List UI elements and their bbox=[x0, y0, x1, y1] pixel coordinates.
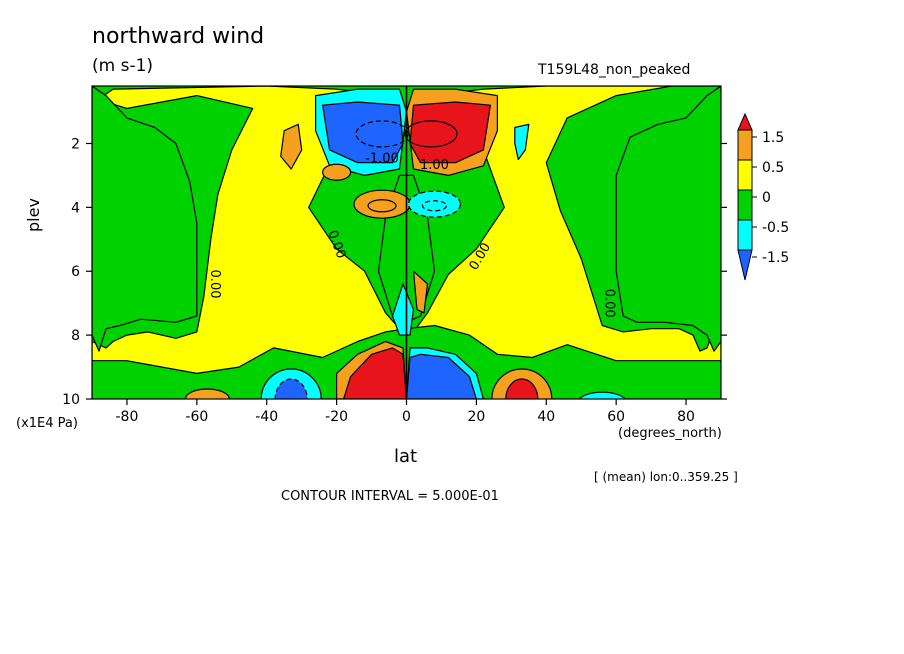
region-green-right bbox=[615, 86, 721, 352]
x-axis-label: lat bbox=[394, 446, 418, 467]
contour-upper-north-inner bbox=[404, 120, 458, 148]
chart-units: (m s-1) bbox=[92, 56, 154, 76]
cell-upper-south-blue bbox=[322, 101, 404, 164]
colorbar-top-arrow bbox=[737, 112, 753, 131]
contour-upper-south-inner bbox=[355, 120, 409, 148]
y-tick-label: 8 bbox=[71, 328, 80, 344]
x-tick-label: 0 bbox=[402, 409, 411, 425]
contour-overlay bbox=[355, 86, 458, 399]
mean-subtitle: [ (mean) lon:0..359.25 ] bbox=[594, 470, 738, 484]
x-tick-label: 40 bbox=[537, 409, 555, 425]
x-tick-label: -20 bbox=[325, 409, 348, 425]
x-axis-unit: (degrees_north) bbox=[618, 426, 722, 441]
cell-lower-center-orange bbox=[412, 270, 429, 314]
cell-upper-sh-side bbox=[280, 123, 303, 170]
colorbar-label: -1.5 bbox=[762, 250, 789, 266]
contour-mid-south bbox=[367, 199, 397, 213]
colorbar-segment bbox=[737, 189, 753, 221]
colorbar-label: 0.5 bbox=[762, 160, 784, 176]
colorbar-segment bbox=[737, 129, 753, 161]
region-green-left bbox=[92, 86, 198, 352]
cell-lower-north-blue bbox=[405, 353, 477, 399]
y-axis-unit: (x1E4 Pa) bbox=[16, 416, 78, 431]
cell-nh-subtrop-red bbox=[505, 378, 539, 399]
chart-title: northward wind bbox=[92, 24, 265, 49]
colorbar-label: -0.5 bbox=[762, 220, 789, 236]
x-tick-label: -80 bbox=[116, 409, 139, 425]
y-tick-label: 4 bbox=[71, 200, 80, 216]
contour-label: 1.00 bbox=[420, 158, 449, 173]
colorbar-label: 0 bbox=[762, 190, 771, 206]
x-tick-label: -60 bbox=[185, 409, 208, 425]
contour-mid-north bbox=[421, 200, 448, 212]
colorbar-label: 1.5 bbox=[762, 130, 784, 146]
cell-upper-north-red bbox=[409, 101, 491, 164]
contour-label: 0.00 bbox=[602, 289, 617, 318]
y-tick-label: 6 bbox=[71, 264, 80, 280]
contour-interval: CONTOUR INTERVAL = 5.000E-01 bbox=[281, 489, 499, 504]
cell-sh-mid-orange bbox=[184, 388, 230, 399]
region-yellow bbox=[92, 86, 721, 399]
cell-mid-south-side bbox=[322, 163, 352, 181]
colorbar-segment bbox=[737, 219, 753, 251]
x-tick-label: 20 bbox=[467, 409, 485, 425]
x-axis: -80 -60 -40 -20 0 20 40 60 80 bbox=[116, 399, 695, 425]
cell-sh-subtrop-blue bbox=[274, 378, 308, 399]
cell-lower-center-cyan bbox=[391, 283, 415, 336]
cell-upper-nh-side bbox=[514, 123, 530, 161]
contour-label: 0.00 bbox=[207, 270, 222, 299]
colorbar-segment bbox=[737, 159, 753, 191]
y-tick-label: 2 bbox=[71, 136, 80, 152]
run-label: T159L48_non_peaked bbox=[538, 62, 691, 78]
x-tick-label: 80 bbox=[677, 409, 695, 425]
x-tick-label: -40 bbox=[255, 409, 278, 425]
x-tick-label: 60 bbox=[607, 409, 625, 425]
contour-labels: 0.000.00 0.000.00-1.00 1.00 bbox=[207, 152, 617, 318]
y-axis: 2 4 6 8 10 bbox=[62, 136, 727, 408]
cell-nh-mid-cyan bbox=[578, 391, 626, 399]
cell-mid-south bbox=[353, 189, 411, 219]
y-tick-label: 10 bbox=[62, 392, 80, 408]
colorbar-bottom-arrow bbox=[737, 249, 753, 281]
contour-label: -1.00 bbox=[365, 152, 399, 167]
colorbar: 1.5 0.5 0 -0.5 -1.5 bbox=[737, 112, 789, 281]
cell-lower-south-red bbox=[343, 347, 408, 399]
cell-mid-north bbox=[407, 190, 462, 218]
